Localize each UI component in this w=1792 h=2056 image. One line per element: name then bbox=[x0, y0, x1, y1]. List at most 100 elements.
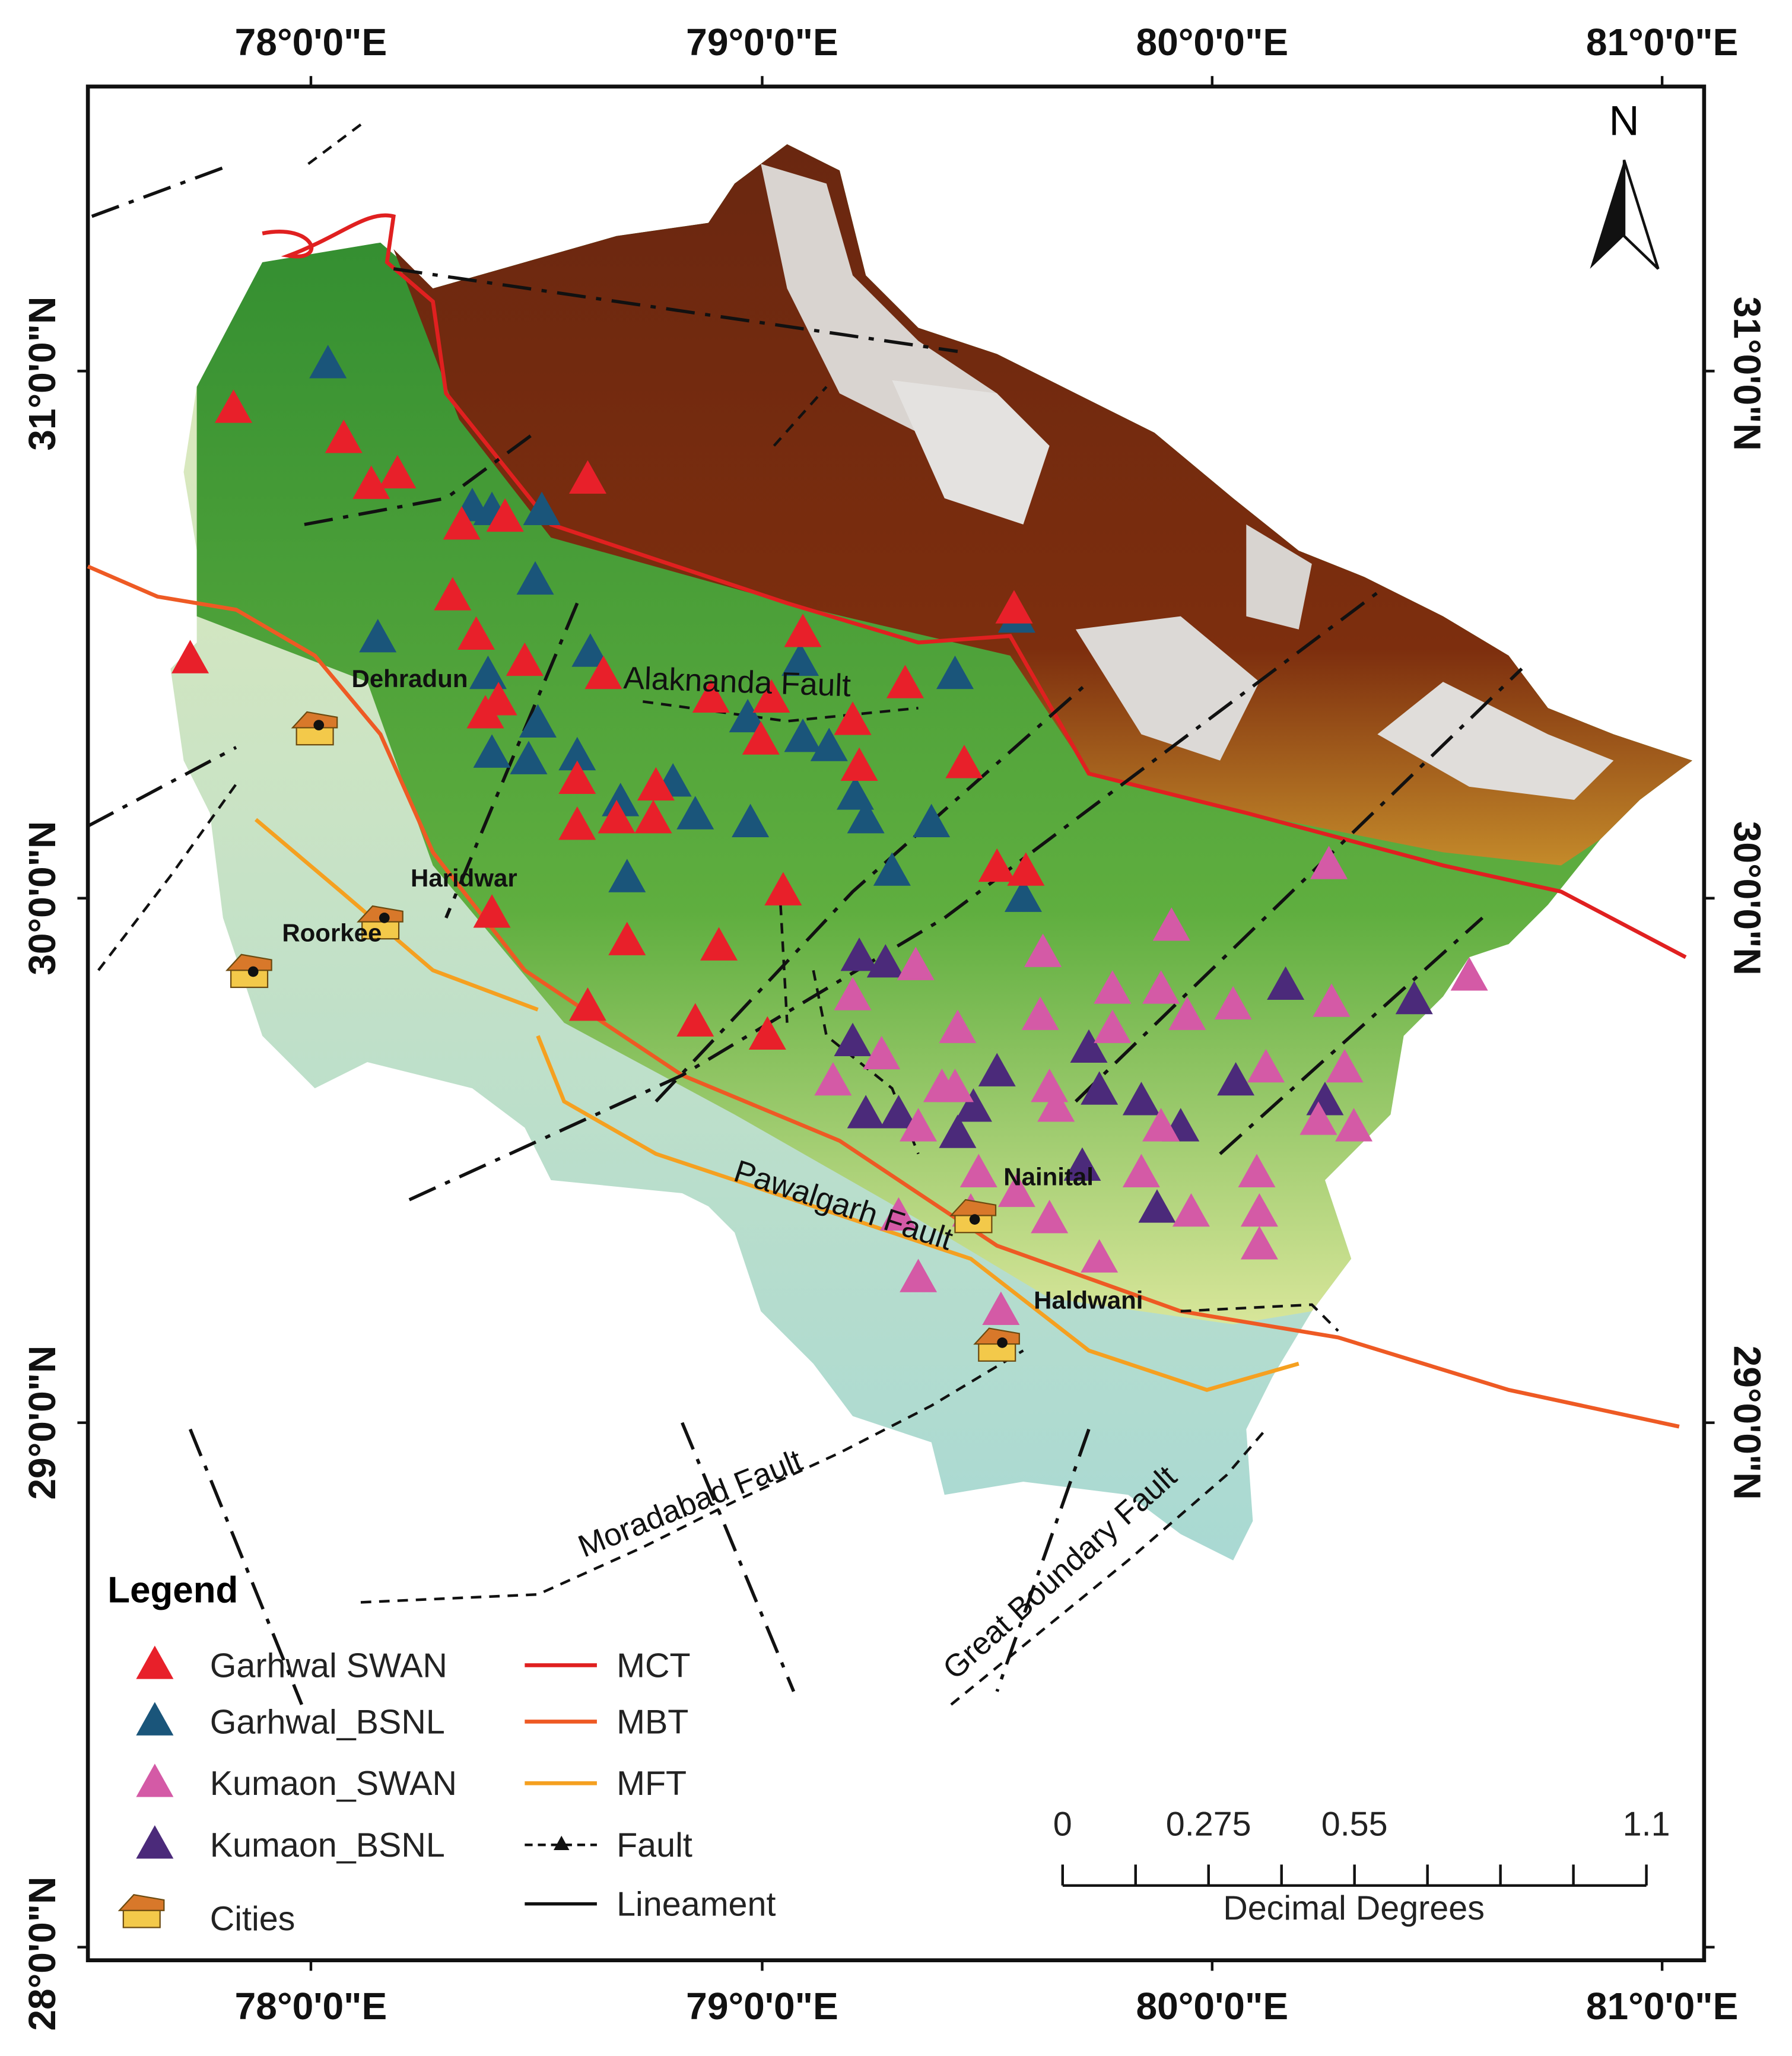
station-marker bbox=[136, 1825, 174, 1859]
legend-label: Fault bbox=[617, 1826, 692, 1864]
station-marker bbox=[836, 776, 874, 810]
scale-label: 0.55 bbox=[1321, 1806, 1388, 1844]
station-marker bbox=[729, 698, 767, 733]
x-axis-label: 79°0'0"E bbox=[686, 1985, 838, 2028]
y-axis-label: 30°0'0"N bbox=[1726, 821, 1769, 975]
house-roof bbox=[117, 1893, 165, 1911]
x-axis-label: 78°0'0"E bbox=[235, 1985, 387, 2028]
station-marker bbox=[136, 1702, 174, 1736]
station-marker bbox=[523, 491, 561, 526]
station-marker bbox=[1063, 1147, 1101, 1181]
legend-label: Garhwal SWAN bbox=[210, 1647, 447, 1685]
house-wall bbox=[978, 1342, 1016, 1362]
x-axis-label: 79°0'0"E bbox=[686, 21, 838, 63]
city-icon bbox=[225, 954, 272, 989]
station-marker bbox=[1031, 1199, 1069, 1234]
city-icons bbox=[117, 711, 1020, 1928]
station-marker bbox=[571, 633, 609, 667]
station-marker bbox=[900, 1259, 938, 1292]
y-axis-label: 31°0'0"N bbox=[21, 297, 63, 451]
station-marker bbox=[1313, 983, 1351, 1017]
scale-label: 0.275 bbox=[1166, 1806, 1251, 1844]
station-marker bbox=[834, 701, 872, 735]
station-marker bbox=[732, 803, 770, 837]
station-marker bbox=[1122, 1153, 1160, 1187]
legend-label: MFT bbox=[617, 1765, 687, 1803]
station-marker bbox=[978, 848, 1016, 882]
city-label: Haridwar bbox=[411, 864, 517, 892]
station-marker bbox=[840, 938, 878, 971]
station-marker bbox=[473, 894, 511, 928]
x-axis-label: 78°0'0"E bbox=[235, 21, 387, 63]
station-marker bbox=[1214, 986, 1252, 1020]
station-marker bbox=[1094, 970, 1132, 1004]
station-marker bbox=[215, 389, 253, 423]
stations bbox=[171, 345, 1488, 1326]
station-marker bbox=[473, 734, 511, 768]
city-label: Nainital bbox=[1003, 1163, 1094, 1191]
station-marker bbox=[584, 655, 622, 689]
station-marker bbox=[1007, 852, 1045, 886]
station-marker bbox=[840, 747, 878, 781]
station-marker bbox=[995, 590, 1033, 624]
station-marker bbox=[954, 1088, 992, 1122]
station-marker bbox=[847, 1095, 885, 1129]
city-dot bbox=[997, 1337, 1008, 1348]
station-marker bbox=[1070, 1029, 1108, 1063]
station-marker bbox=[608, 921, 646, 955]
house-roof bbox=[949, 1199, 997, 1216]
station-marker bbox=[810, 727, 848, 761]
house-roof bbox=[357, 905, 403, 923]
station-marker bbox=[558, 760, 596, 795]
station-marker bbox=[1081, 1071, 1119, 1105]
house-wall bbox=[122, 1908, 161, 1928]
station-marker bbox=[634, 799, 672, 834]
station-marker bbox=[997, 1173, 1035, 1207]
station-marker bbox=[752, 679, 790, 713]
legend-label: MCT bbox=[617, 1647, 690, 1685]
legend-title: Legend bbox=[107, 1569, 238, 1610]
city-icon bbox=[117, 1893, 165, 1928]
city-label: Haldwani bbox=[1034, 1286, 1143, 1314]
x-axis-label: 80°0'0"E bbox=[1136, 21, 1289, 63]
y-axis-label: 28°0'0"N bbox=[21, 1877, 63, 2031]
station-marker bbox=[608, 859, 646, 892]
house-wall bbox=[296, 726, 334, 746]
y-axis-label: 30°0'0"N bbox=[21, 821, 63, 975]
station-marker bbox=[602, 783, 640, 816]
fault-label: Alaknanda Fault bbox=[623, 660, 851, 703]
station-marker bbox=[879, 1095, 917, 1129]
station-marker bbox=[568, 987, 606, 1021]
station-marker bbox=[1037, 1088, 1075, 1122]
scale-label: 0 bbox=[1053, 1806, 1072, 1844]
station-marker bbox=[936, 655, 974, 689]
station-marker bbox=[1310, 846, 1348, 879]
station-marker bbox=[1138, 1189, 1176, 1223]
north-label: N bbox=[1609, 97, 1639, 144]
station-marker bbox=[781, 642, 819, 676]
legend-label: Kumaon_BSNL bbox=[210, 1826, 445, 1864]
station-marker bbox=[1152, 907, 1190, 941]
station-marker bbox=[1299, 1101, 1337, 1135]
station-marker bbox=[136, 1645, 174, 1679]
station-marker bbox=[897, 946, 935, 980]
legend-label: Kumaon_SWAN bbox=[210, 1765, 457, 1803]
city-dot bbox=[247, 966, 259, 977]
station-marker bbox=[879, 1197, 917, 1231]
station-marker bbox=[1217, 1062, 1255, 1096]
station-marker bbox=[978, 1053, 1016, 1086]
graticule-ticks bbox=[77, 76, 1715, 1971]
x-axis-label: 81°0'0"E bbox=[1586, 1985, 1739, 2028]
station-marker bbox=[764, 872, 802, 905]
legend-label: Cities bbox=[210, 1900, 296, 1938]
station-marker bbox=[1021, 996, 1059, 1030]
y-axis-label: 29°0'0"N bbox=[21, 1346, 63, 1500]
station-marker bbox=[443, 506, 481, 540]
station-marker bbox=[510, 741, 548, 774]
station-marker bbox=[847, 799, 885, 834]
north-arrow: N bbox=[1590, 97, 1660, 270]
station-marker bbox=[748, 1016, 786, 1050]
station-marker bbox=[1024, 933, 1062, 967]
station-marker bbox=[814, 1062, 852, 1096]
